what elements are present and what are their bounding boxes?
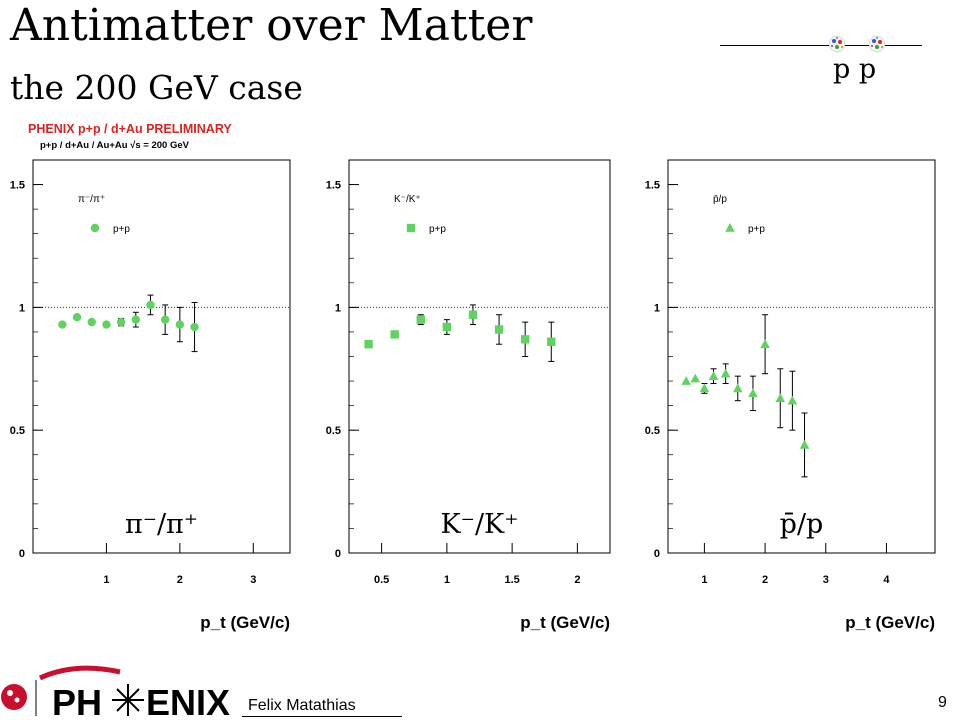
data-point [468,310,478,319]
data-point [494,325,504,334]
plot-frame [348,159,611,554]
ratio-label: K⁻/K⁺ [441,509,519,540]
proton-icon [828,35,846,53]
legend-label: p+p [748,224,765,235]
y-tick-label: 0.5 [645,425,660,437]
data-point [116,317,126,327]
x-axis-title: p_t (GeV/c) [200,613,290,632]
x-tick-label: 1 [103,574,109,586]
logo-text-left: PH [52,682,102,720]
y-tick-label: 0.5 [10,425,25,437]
inset-ratio-label: π⁻/π⁺ [78,194,105,205]
ratio-label: p̄/p [780,509,824,540]
y-tick-label: 1.5 [10,180,25,192]
legend-marker [725,223,735,232]
data-point [131,315,140,324]
y-tick-label: 0 [335,548,341,560]
x-tick-label: 1.5 [504,574,519,586]
plot-frame [32,159,291,554]
x-axis-title: p_t (GeV/c) [520,613,610,632]
data-point [102,320,111,329]
author-name: Felix Matathias [248,697,356,714]
data-point [690,373,701,383]
data-point [160,315,170,324]
x-tick-label: 1 [444,574,450,586]
x-tick-label: 2 [762,574,768,586]
y-tick-label: 1 [335,302,341,314]
data-point [416,315,425,324]
y-tick-label: 1.5 [326,180,341,192]
data-point [520,335,530,344]
phenix-logo: PH ENIX [1,665,230,720]
x-tick-label: 3 [823,574,829,586]
data-point [799,439,810,449]
legend-label: p+p [429,224,446,235]
data-point [442,322,452,332]
data-point [720,368,731,378]
data-point [732,383,743,393]
data-point [58,320,67,329]
y-tick-label: 0 [19,548,25,560]
data-point [787,395,798,405]
data-point [748,388,758,398]
header-divider [720,45,922,46]
data-point [760,339,770,349]
logo-text-right: ENIX [146,682,230,720]
ratio-label: π⁻/π⁺ [125,509,198,540]
footer-divider [242,716,402,717]
experiment-label: PHENIX p+p / d+Au PRELIMINARY [28,122,232,136]
x-tick-label: 1 [701,574,707,586]
data-point [87,317,96,327]
x-tick-label: 4 [883,574,890,586]
chart-panel-3: 0 0.5 1 1.5 1 2 3 4 p̄/p p+p p̄/p p_t (GeV/c) [645,159,936,632]
data-point [390,330,399,339]
chart-panel-2: 0 0.5 1 1.5 0.5 1 1.5 2 K⁻/K⁺ p+p K⁻/K⁺ p_t (GeV/c) [326,159,611,632]
x-tick-label: 3 [250,574,256,586]
y-tick-label: 1 [19,302,25,314]
y-tick-label: 0.5 [326,425,341,437]
plot-frame [667,159,936,554]
legend-marker [406,223,416,233]
proton-icon [868,35,886,53]
x-axis-title: p_t (GeV/c) [845,613,935,632]
y-tick-label: 1 [654,302,660,314]
inset-ratio-label: p̄/p [713,194,727,205]
data-point [146,300,155,310]
legend-label: p+p [113,224,130,235]
data-point [708,371,719,380]
data-point [72,313,82,322]
slide-title: Antimatter over Matter [10,0,533,51]
x-tick-label: 2 [177,574,183,586]
data-point [175,320,185,329]
x-tick-label: 0.5 [374,574,389,586]
x-tick-label: 2 [574,574,580,586]
data-point [775,393,786,403]
data-point [547,337,556,346]
header-particles: p p [833,54,877,85]
y-tick-label: 0 [654,548,660,560]
data-point [681,376,692,385]
legend-marker [90,223,100,233]
system-label: p+p / d+Au / Au+Au √s = 200 GeV [40,140,189,151]
data-point [699,383,710,393]
data-point [364,340,373,349]
slide-subtitle: the 200 GeV case [10,68,303,107]
inset-ratio-label: K⁻/K⁺ [394,194,421,205]
chart-panel-1: 0 0.5 1 1.5 1 2 3 π⁻/π⁺ p+p π⁻/π⁺ p_t (GeV/c) [10,159,291,632]
y-tick-label: 1.5 [645,180,660,192]
data-point [190,322,199,332]
page-number: 9 [938,694,947,711]
